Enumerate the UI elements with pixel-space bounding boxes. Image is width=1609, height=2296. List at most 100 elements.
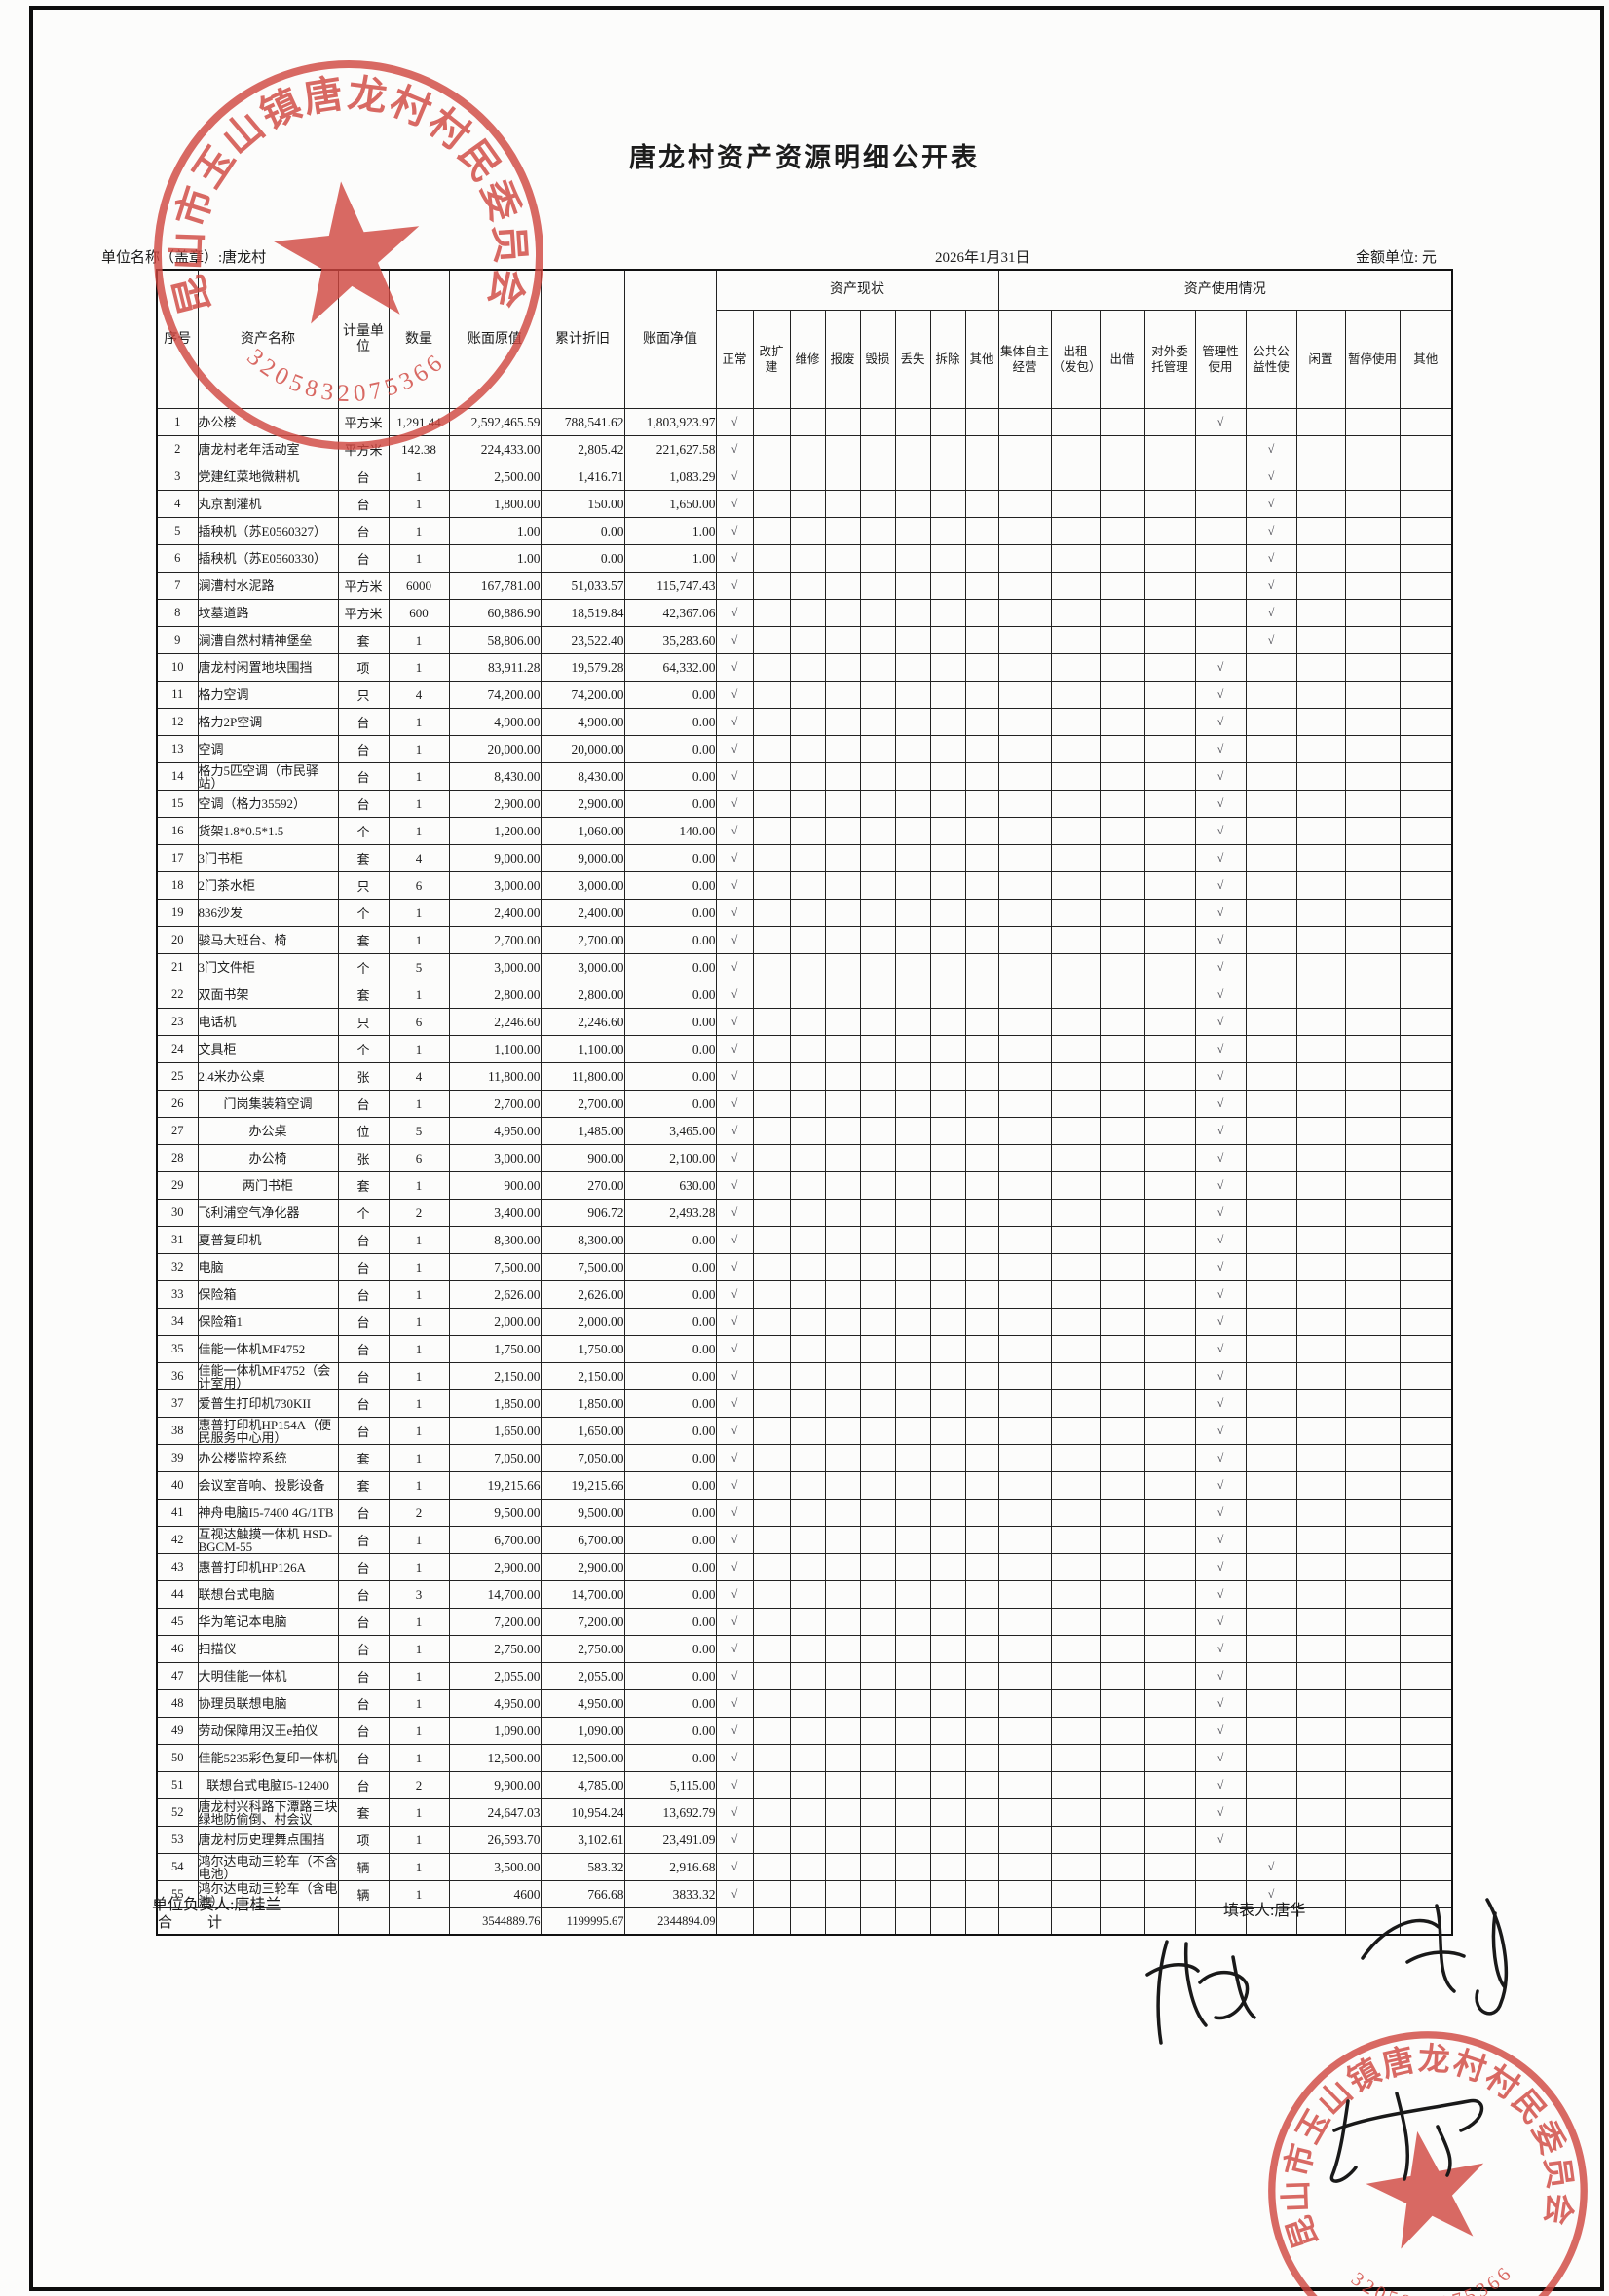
cell-usage-5	[1245, 981, 1297, 1009]
cell-usage-3	[1143, 1008, 1196, 1036]
cell-usage-5: √	[1245, 572, 1297, 600]
cell-status-2	[789, 953, 826, 981]
cell-usage-7	[1344, 1253, 1401, 1281]
cell-net-value: 630.00	[623, 1171, 717, 1200]
cell-usage-1	[1050, 1253, 1101, 1281]
cell-usage-6	[1295, 1553, 1346, 1581]
cell-qty: 1	[388, 1744, 450, 1772]
cell-status-4	[859, 544, 896, 573]
cell-status-4	[859, 1417, 896, 1445]
cell-status-7	[964, 463, 999, 491]
cell-original-value: 2,900.00	[448, 1553, 542, 1581]
cell-usage-3	[1143, 926, 1196, 954]
cell-status-0: √	[715, 1035, 754, 1063]
cell-original-value: 4600	[448, 1880, 542, 1908]
cell-original-value: 8,430.00	[448, 762, 542, 791]
cell-usage-5	[1245, 1117, 1297, 1145]
cell-status-4	[859, 1826, 896, 1854]
cell-usage-2	[1099, 844, 1145, 872]
cell-usage-2	[1099, 1608, 1145, 1636]
cell-status-1	[752, 1580, 791, 1609]
cell-status-6	[929, 899, 966, 927]
cell-net-value: 2,100.00	[623, 1144, 717, 1172]
table-row: 34 保险箱1 台 1 2,000.00 2,000.00 0.00 √ √	[156, 1308, 1453, 1336]
cell-status-0: √	[715, 871, 754, 900]
cell-no: 9	[156, 626, 199, 654]
cell-usage-0	[997, 1662, 1052, 1690]
cell-status-1	[752, 926, 791, 954]
cell-original-value: 14,700.00	[448, 1580, 542, 1609]
cell-usage-8	[1399, 544, 1453, 573]
cell-status-1	[752, 1389, 791, 1418]
col-header-orig: 账面原值	[448, 269, 542, 409]
cell-status-0: √	[715, 708, 754, 736]
table-row: 27 办公桌位 5 4,950.00 1,485.00 3,465.00 √ √	[156, 1117, 1453, 1145]
cell-usage-4: √	[1194, 1417, 1247, 1445]
cell-usage-3	[1143, 1308, 1196, 1336]
total-empty-15	[1344, 1907, 1401, 1936]
cell-status-5	[894, 544, 931, 573]
cell-asset-name: 3门书柜	[197, 844, 339, 872]
cell-status-7	[964, 1853, 999, 1881]
col-header-net: 账面净值	[623, 269, 717, 409]
cell-usage-5	[1245, 681, 1297, 709]
cell-status-7	[964, 1199, 999, 1227]
cell-qty: 1	[388, 1662, 450, 1690]
cell-asset-name: 华为笔记本电脑	[197, 1608, 339, 1636]
cell-status-5	[894, 681, 931, 709]
cell-usage-3	[1143, 981, 1196, 1009]
cell-asset-name: 办公楼	[197, 408, 339, 436]
cell-status-6	[929, 1635, 966, 1663]
cell-usage-8	[1399, 1008, 1453, 1036]
cell-usage-1	[1050, 844, 1101, 872]
cell-usage-4: √	[1194, 1798, 1247, 1827]
cell-usage-5	[1245, 1717, 1297, 1745]
cell-status-1	[752, 626, 791, 654]
cell-original-value: 7,500.00	[448, 1253, 542, 1281]
manager-label: 单位负责人:唐桂兰	[152, 1897, 281, 1913]
cell-status-3	[824, 1171, 861, 1200]
table-row: 16 货架1.8*0.5*1.5 个 1 1,200.00 1,060.00 140.00 √…	[156, 817, 1453, 845]
cell-status-1	[752, 1062, 791, 1091]
cell-depreciation: 51,033.57	[540, 572, 625, 600]
cell-usage-6	[1295, 871, 1346, 900]
cell-usage-2	[1099, 1662, 1145, 1690]
cell-asset-name: 联想台式电脑	[197, 1580, 339, 1609]
cell-usage-2	[1099, 681, 1145, 709]
cell-status-6	[929, 517, 966, 545]
cell-usage-2	[1099, 1526, 1145, 1554]
total-empty-0	[715, 1907, 754, 1936]
cell-usage-3	[1143, 871, 1196, 900]
cell-unit: 平方米	[337, 572, 390, 600]
cell-usage-1	[1050, 735, 1101, 763]
cell-usage-5	[1245, 1471, 1297, 1500]
cell-usage-4	[1194, 463, 1247, 491]
cell-original-value: 900.00	[448, 1171, 542, 1200]
cell-status-0: √	[715, 817, 754, 845]
cell-usage-8	[1399, 1608, 1453, 1636]
cell-unit: 台	[337, 1662, 390, 1690]
cell-usage-8	[1399, 762, 1453, 791]
cell-qty: 1	[388, 1717, 450, 1745]
cell-status-7	[964, 1471, 999, 1500]
cell-status-4	[859, 735, 896, 763]
cell-qty: 6	[388, 871, 450, 900]
cell-usage-2	[1099, 626, 1145, 654]
cell-original-value: 1,200.00	[448, 817, 542, 845]
cell-usage-7	[1344, 572, 1401, 600]
cell-usage-7	[1344, 1226, 1401, 1254]
cell-status-2	[789, 708, 826, 736]
cell-no: 47	[156, 1662, 199, 1690]
cell-status-0: √	[715, 408, 754, 436]
cell-usage-0	[997, 463, 1052, 491]
cell-usage-5	[1245, 1253, 1297, 1281]
table-row: 50 佳能5235彩色复印一体机台 1 12,500.00 12,500.00 0.00 √…	[156, 1744, 1453, 1772]
cell-status-6	[929, 1062, 966, 1091]
cell-usage-2	[1099, 1471, 1145, 1500]
cell-qty: 1	[388, 1362, 450, 1390]
cell-status-6	[929, 1662, 966, 1690]
cell-status-0: √	[715, 1717, 754, 1745]
cell-depreciation: 1,060.00	[540, 817, 625, 845]
cell-status-3	[824, 1144, 861, 1172]
cell-usage-1	[1050, 871, 1101, 900]
